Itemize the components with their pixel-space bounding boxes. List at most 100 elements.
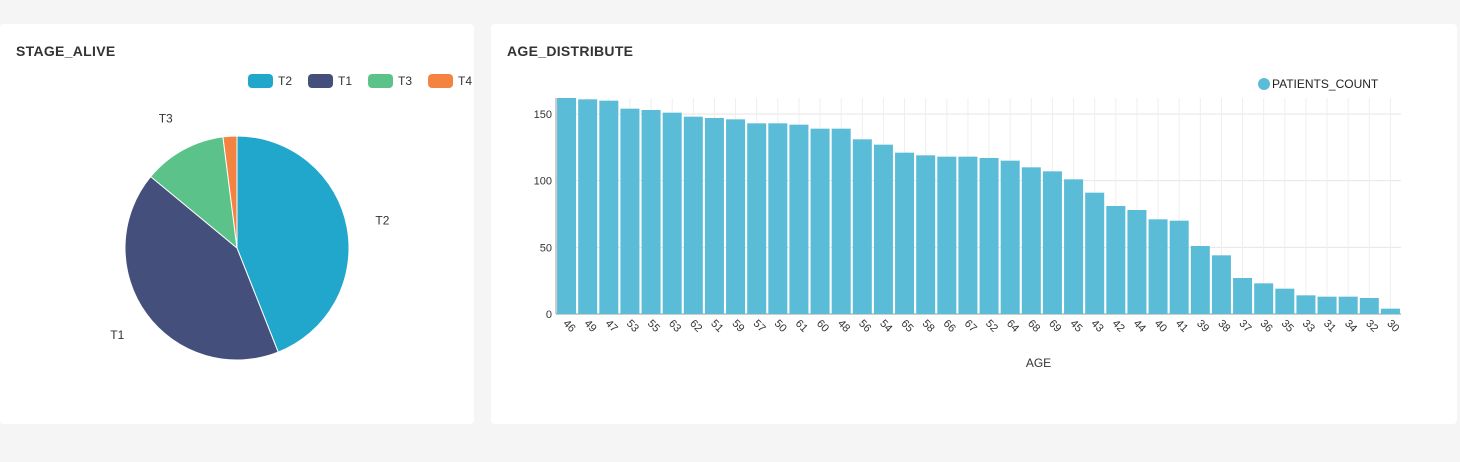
bar-age-62[interactable] bbox=[683, 116, 703, 315]
x-tick-label: 54 bbox=[877, 318, 894, 335]
bar-age-48[interactable] bbox=[831, 128, 851, 314]
x-tick-label: 50 bbox=[772, 318, 789, 335]
x-tick-label: 36 bbox=[1258, 318, 1275, 335]
bar-age-68[interactable] bbox=[1021, 167, 1041, 314]
pie-slice-t3[interactable] bbox=[149, 136, 238, 250]
x-tick-label: 67 bbox=[962, 318, 979, 335]
bar-age-54[interactable] bbox=[873, 144, 893, 314]
x-tick-label: 39 bbox=[1194, 318, 1211, 335]
x-tick-label: 30 bbox=[1384, 318, 1401, 335]
stage-alive-title: STAGE_ALIVE bbox=[16, 43, 116, 59]
x-tick-label: 60 bbox=[814, 318, 831, 335]
bar-age-33[interactable] bbox=[1296, 295, 1316, 314]
bar-age-65[interactable] bbox=[895, 152, 915, 314]
y-tick-label: 50 bbox=[540, 242, 552, 254]
legend-label: T2 bbox=[278, 74, 292, 88]
bar-age-55[interactable] bbox=[641, 110, 661, 314]
y-tick-label: 100 bbox=[534, 176, 552, 188]
x-tick-label: 51 bbox=[708, 318, 725, 335]
x-tick-label: 63 bbox=[666, 318, 683, 335]
x-tick-label: 31 bbox=[1321, 318, 1338, 335]
x-tick-label: 66 bbox=[941, 318, 958, 335]
legend-label: T1 bbox=[338, 74, 352, 88]
bar-age-51[interactable] bbox=[704, 118, 724, 314]
x-tick-label: 58 bbox=[920, 318, 937, 335]
bar-age-38[interactable] bbox=[1211, 255, 1231, 314]
bar-age-58[interactable] bbox=[916, 155, 936, 314]
legend-label: T4 bbox=[458, 74, 472, 88]
bar-age-59[interactable] bbox=[726, 119, 746, 314]
bar-age-67[interactable] bbox=[958, 156, 978, 314]
bar-age-61[interactable] bbox=[789, 124, 809, 315]
bar-age-50[interactable] bbox=[768, 123, 788, 314]
bar-age-47[interactable] bbox=[599, 100, 619, 315]
bar-age-60[interactable] bbox=[810, 128, 830, 314]
bar-age-34[interactable] bbox=[1338, 296, 1358, 314]
bar-age-53[interactable] bbox=[620, 108, 640, 315]
x-tick-label: 62 bbox=[687, 318, 704, 335]
bar-age-44[interactable] bbox=[1127, 210, 1147, 314]
bar-age-35[interactable] bbox=[1275, 288, 1295, 314]
x-tick-label: 69 bbox=[1046, 318, 1063, 335]
bar-age-63[interactable] bbox=[662, 112, 682, 315]
y-tick-label: 0 bbox=[546, 309, 552, 321]
bar-age-31[interactable] bbox=[1317, 296, 1337, 314]
bar-age-36[interactable] bbox=[1254, 283, 1274, 314]
x-tick-label: 64 bbox=[1004, 318, 1021, 335]
legend-item-t3[interactable]: T3 bbox=[368, 74, 412, 88]
x-tick-label: 61 bbox=[793, 318, 810, 335]
x-tick-label: 32 bbox=[1363, 318, 1380, 335]
bar-age-69[interactable] bbox=[1042, 171, 1062, 314]
bar-age-37[interactable] bbox=[1233, 278, 1253, 314]
bar-age-43[interactable] bbox=[1085, 192, 1105, 314]
legend-swatch bbox=[248, 74, 273, 88]
x-tick-label: 45 bbox=[1067, 318, 1084, 335]
pie-label-t3: T3 bbox=[159, 111, 173, 125]
legend-label: T3 bbox=[398, 74, 412, 88]
x-tick-label: 42 bbox=[1110, 318, 1127, 335]
x-tick-label: 43 bbox=[1089, 318, 1106, 335]
x-tick-label: 55 bbox=[645, 318, 662, 335]
legend-label: PATIENTS_COUNT bbox=[1272, 77, 1379, 91]
legend-dot bbox=[1258, 78, 1270, 90]
x-axis-title: AGE bbox=[1026, 356, 1051, 370]
x-tick-label: 46 bbox=[560, 318, 577, 335]
bar-age-42[interactable] bbox=[1106, 206, 1126, 314]
x-tick-label: 34 bbox=[1342, 318, 1359, 335]
x-tick-label: 65 bbox=[898, 318, 915, 335]
pie-slice-t4[interactable] bbox=[222, 135, 238, 249]
legend-item-patients-count[interactable]: PATIENTS_COUNT bbox=[1258, 77, 1379, 91]
x-tick-label: 59 bbox=[729, 318, 746, 335]
x-tick-label: 38 bbox=[1215, 318, 1232, 335]
bar-age-32[interactable] bbox=[1359, 298, 1379, 314]
legend-item-t4[interactable]: T4 bbox=[428, 74, 472, 88]
stage-alive-pie-chart: T2 T1 T3 T4 T2 T1 T3 bbox=[110, 74, 472, 361]
x-tick-label: 35 bbox=[1279, 318, 1296, 335]
legend-item-t1[interactable]: T1 bbox=[308, 74, 352, 88]
bar-age-66[interactable] bbox=[937, 156, 957, 314]
x-tick-label: 33 bbox=[1300, 318, 1317, 335]
x-tick-label: 49 bbox=[582, 318, 599, 335]
bar-age-30[interactable] bbox=[1380, 308, 1400, 314]
bar-age-46[interactable] bbox=[557, 98, 577, 314]
bar-age-64[interactable] bbox=[1000, 160, 1020, 314]
bar-age-45[interactable] bbox=[1064, 179, 1084, 314]
legend-item-t2[interactable]: T2 bbox=[248, 74, 292, 88]
pie-slice-t1[interactable] bbox=[124, 175, 279, 361]
stage-alive-panel: STAGE_ALIVE T2 T1 T3 T4 T2 T1 T3 bbox=[0, 24, 474, 424]
bar-age-41[interactable] bbox=[1169, 220, 1189, 314]
pie-slice-t2[interactable] bbox=[236, 135, 350, 353]
x-tick-label: 40 bbox=[1152, 318, 1169, 335]
bar-age-52[interactable] bbox=[979, 158, 999, 314]
bar-age-49[interactable] bbox=[578, 99, 598, 314]
x-tick-label: 53 bbox=[624, 318, 641, 335]
x-tick-label: 44 bbox=[1131, 318, 1148, 335]
legend-swatch bbox=[428, 74, 454, 88]
legend-swatch bbox=[308, 74, 334, 88]
bar-age-57[interactable] bbox=[747, 123, 767, 314]
y-tick-label: 150 bbox=[534, 109, 552, 121]
bar-age-40[interactable] bbox=[1148, 219, 1168, 314]
bar-age-39[interactable] bbox=[1190, 246, 1210, 314]
bar-age-56[interactable] bbox=[852, 139, 872, 314]
